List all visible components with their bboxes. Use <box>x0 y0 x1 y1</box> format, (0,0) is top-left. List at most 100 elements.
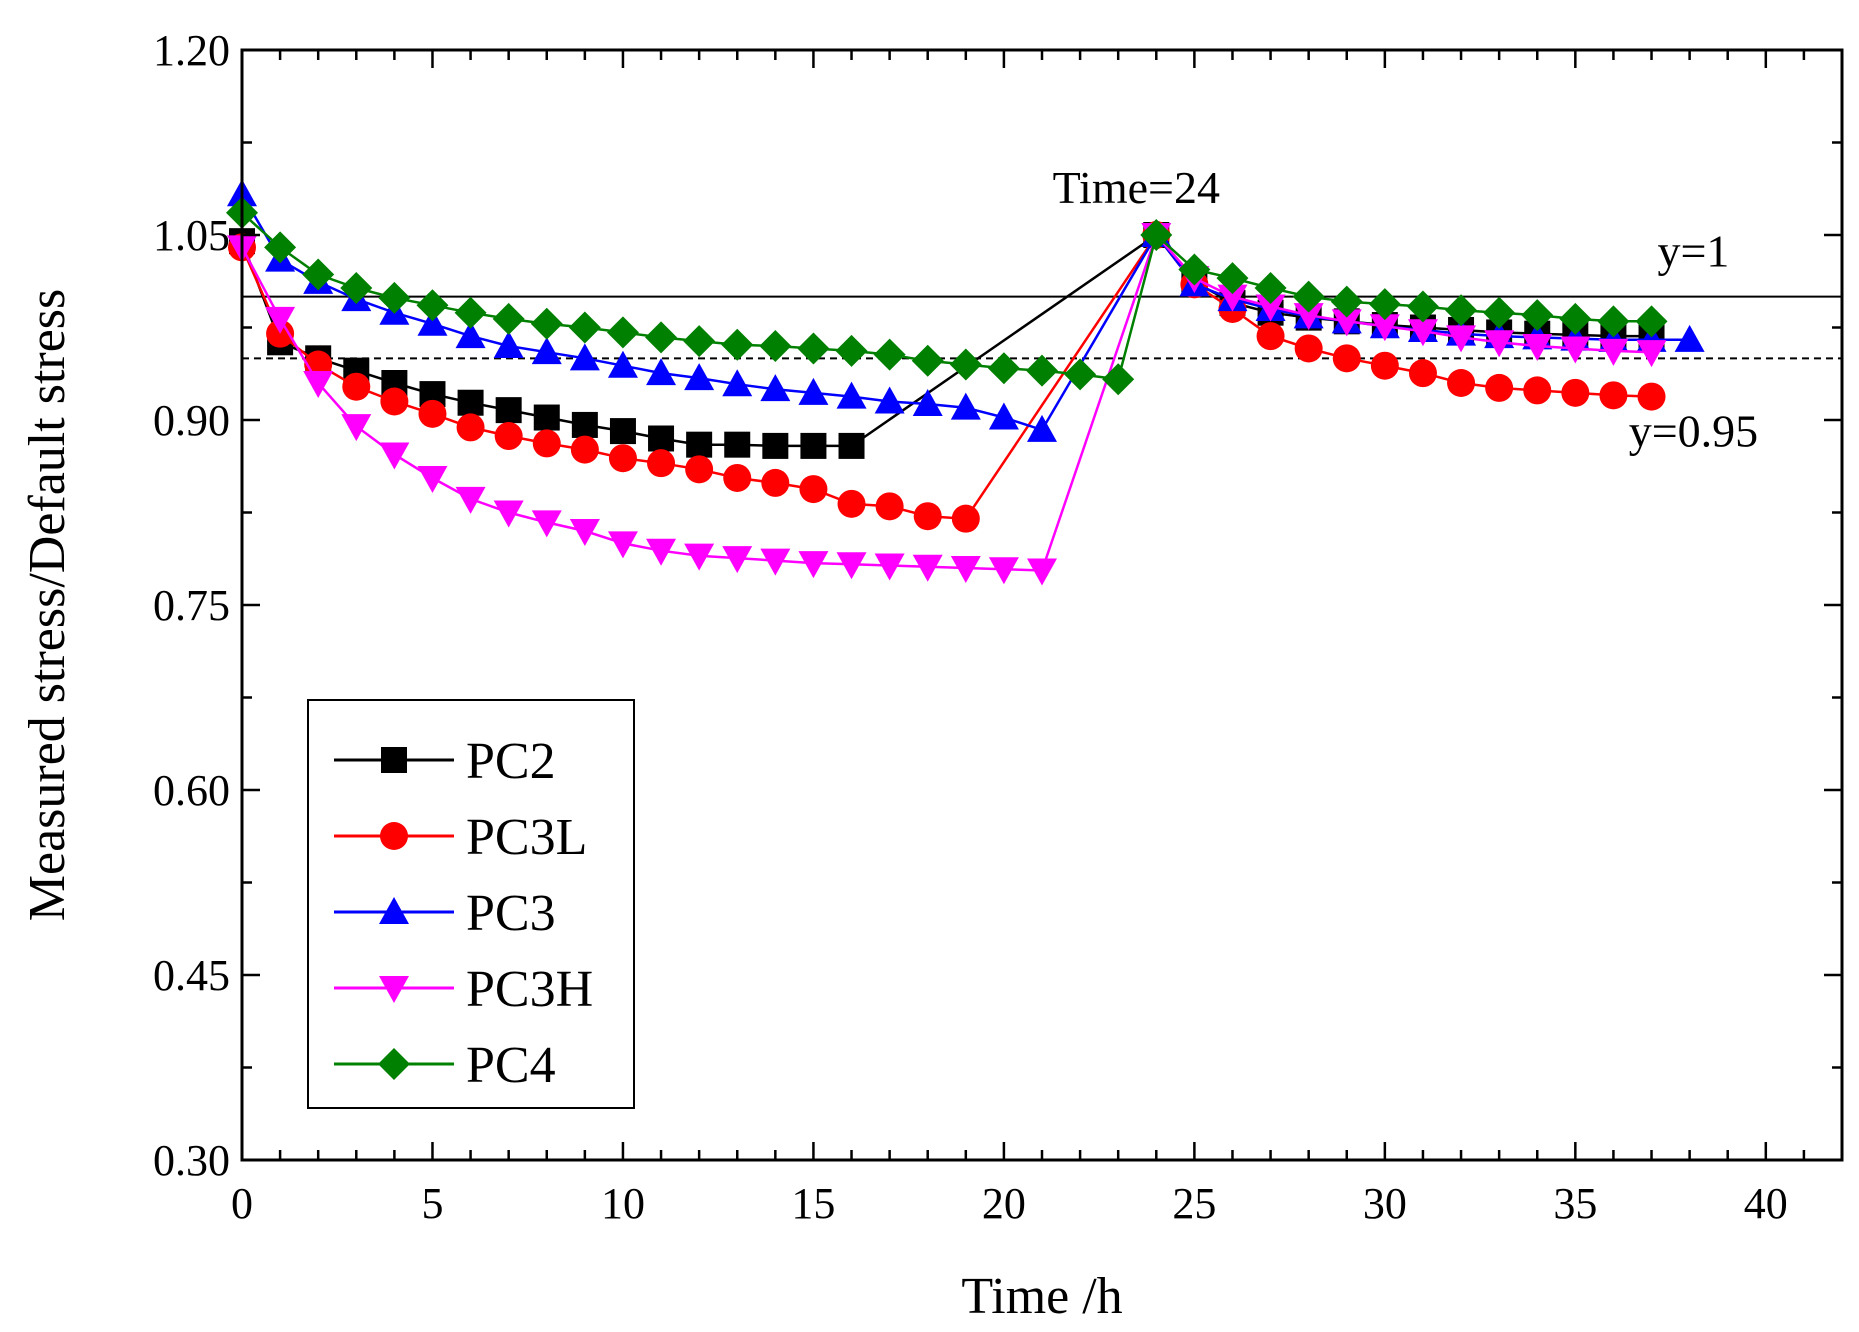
x-tick-label: 0 <box>231 1179 253 1228</box>
data-point-PC3 <box>531 337 562 365</box>
series-PC3H <box>227 223 1667 586</box>
y-tick-label: 1.20 <box>153 26 230 75</box>
data-point-PC4 <box>1254 272 1287 305</box>
data-point-PC4 <box>1521 299 1554 332</box>
series-line-PC3L <box>240 232 1652 520</box>
data-point-PC4 <box>759 330 792 362</box>
series-layer <box>226 179 1705 586</box>
data-point-PC4 <box>1216 262 1249 295</box>
legend-marker-PC4 <box>378 1048 410 1080</box>
data-point-PC4 <box>1445 294 1478 327</box>
data-point-PC3L <box>1447 369 1476 397</box>
data-point-PC4 <box>378 281 411 314</box>
data-point-PC3H <box>912 554 943 582</box>
legend-label-PC4: PC4 <box>466 1037 556 1094</box>
data-point-PC3H <box>874 553 905 581</box>
data-point-PC3H <box>836 552 867 580</box>
data-point-PC3L <box>418 399 447 428</box>
data-point-PC3L <box>685 455 714 484</box>
data-point-PC3H <box>1446 325 1477 353</box>
data-point-PC3L <box>342 372 371 401</box>
data-point-PC3H <box>988 557 1019 585</box>
x-axis-title: Time /h <box>961 1268 1122 1325</box>
data-point-PC3L <box>570 435 599 464</box>
data-point-PC3 <box>722 369 753 397</box>
data-point-PC3 <box>493 331 524 358</box>
legend-marker-PC2 <box>381 747 407 773</box>
annotation-time-24: Time=24 <box>1053 162 1220 213</box>
data-point-PC3H <box>417 465 448 493</box>
data-point-PC3L <box>494 422 523 451</box>
y-axis-title: Measured stress/Default stress <box>19 289 76 922</box>
data-point-PC3 <box>646 358 677 386</box>
data-point-PC3H <box>1636 340 1667 368</box>
data-point-PC2 <box>609 418 636 445</box>
data-point-PC4 <box>645 321 678 354</box>
data-point-PC3H <box>341 414 372 442</box>
series-line-PC2 <box>240 233 1652 448</box>
y-axis: 0.30 0.45 0.60 0.75 0.90 1.05 1.20 <box>153 26 1842 1185</box>
data-point-PC4 <box>1292 280 1325 313</box>
x-tick-label: 15 <box>791 1179 835 1228</box>
data-point-PC4 <box>492 302 525 335</box>
data-point-PC4 <box>949 348 982 381</box>
series-PC4 <box>226 196 1668 396</box>
data-point-PC3L <box>1408 359 1437 388</box>
data-point-PC3L <box>1370 351 1399 380</box>
data-point-PC3H <box>760 548 791 576</box>
legend-label-PC2: PC2 <box>466 733 556 790</box>
legend-marker-PC3 <box>379 897 409 924</box>
data-point-PC3H <box>607 531 638 559</box>
y-tick-label: 0.75 <box>153 581 230 630</box>
reference-label-y095: y=0.95 <box>1629 405 1758 456</box>
data-point-PC4 <box>1597 305 1630 338</box>
data-point-PC3L <box>799 475 828 504</box>
data-point-PC3 <box>684 363 715 391</box>
data-point-PC3L <box>1256 322 1285 351</box>
data-point-PC3 <box>798 377 829 405</box>
data-point-PC3H <box>1331 309 1362 337</box>
legend: PC2 PC3L PC3 PC3H PC4 <box>307 699 635 1109</box>
data-point-PC3 <box>1674 324 1705 352</box>
data-point-PC3H <box>1293 303 1324 331</box>
data-point-PC3L <box>913 502 942 531</box>
data-point-PC3L <box>1599 381 1628 410</box>
data-point-PC4 <box>683 325 716 358</box>
x-tick-label: 40 <box>1744 1179 1788 1228</box>
legend-marker-PC3H <box>379 976 409 1003</box>
data-point-PC3L <box>1485 373 1514 402</box>
data-point-PC2 <box>648 425 675 452</box>
data-point-PC3H <box>379 442 410 470</box>
data-point-PC4 <box>987 352 1020 385</box>
data-point-PC3H <box>569 519 600 546</box>
y-tick-label: 0.90 <box>153 396 230 445</box>
x-tick-label: 35 <box>1553 1179 1597 1228</box>
data-point-PC4 <box>1140 219 1173 251</box>
data-point-PC3H <box>1598 338 1629 366</box>
data-point-PC3 <box>950 392 981 420</box>
data-point-PC3 <box>836 381 867 409</box>
data-point-PC3L <box>456 413 485 442</box>
data-point-PC4 <box>530 307 563 340</box>
data-point-PC2 <box>762 432 789 459</box>
data-point-PC4 <box>1026 354 1058 387</box>
data-point-PC4 <box>416 289 449 322</box>
data-point-PC3H <box>1484 330 1515 358</box>
data-point-PC3 <box>912 388 943 416</box>
data-point-PC3L <box>951 504 980 533</box>
data-point-PC2 <box>495 397 522 424</box>
data-point-PC4 <box>1330 285 1363 318</box>
data-point-PC2 <box>457 389 484 416</box>
data-point-PC3H <box>684 543 715 571</box>
legend-box <box>307 699 635 1109</box>
data-point-PC3H <box>1369 314 1400 342</box>
data-point-PC3 <box>988 402 1019 430</box>
data-point-PC4 <box>1368 288 1401 321</box>
data-point-PC3H <box>1217 284 1248 312</box>
data-point-PC4 <box>1635 305 1668 338</box>
data-point-PC3L <box>532 429 561 458</box>
x-tick-label: 25 <box>1172 1179 1216 1228</box>
data-point-PC3L <box>875 492 904 521</box>
x-tick-label: 20 <box>982 1179 1026 1228</box>
series-line-PC3H <box>240 232 1652 572</box>
